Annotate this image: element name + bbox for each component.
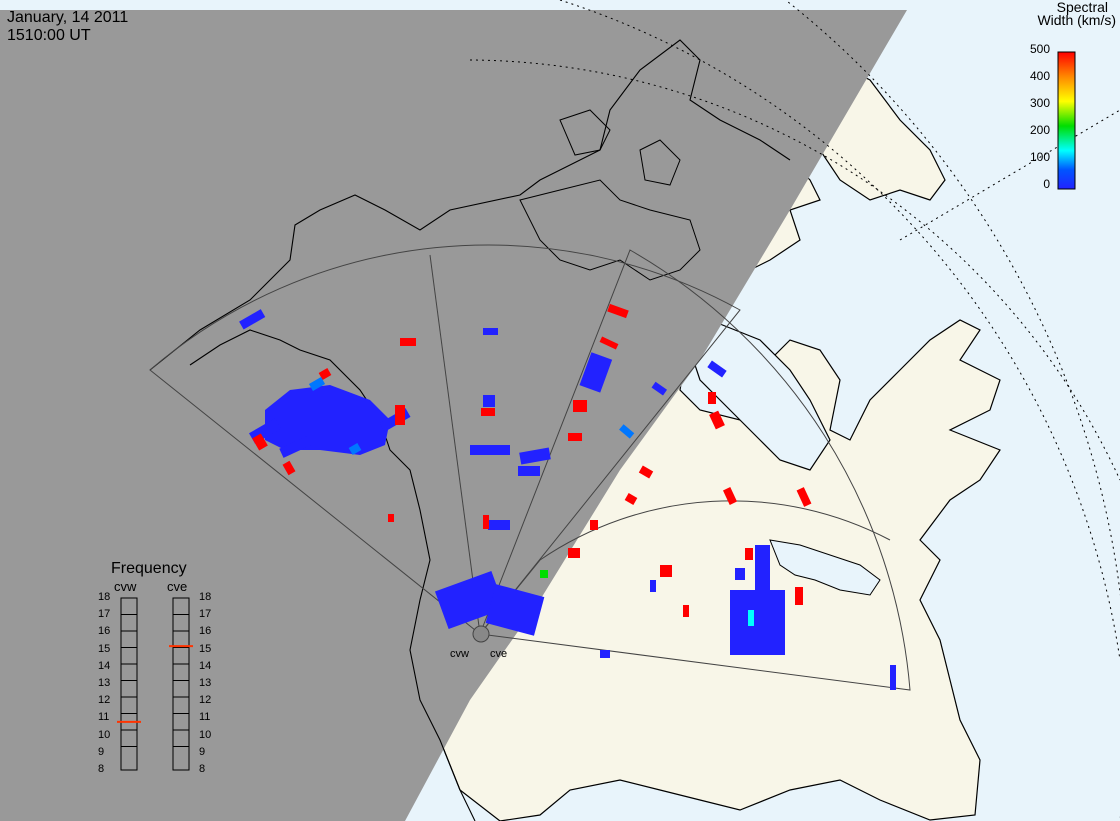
frequency-tick-left: 12 bbox=[98, 694, 111, 707]
colorbar-tick: 500 bbox=[1029, 42, 1050, 56]
scatter-data-cvw bbox=[239, 309, 545, 636]
radar-fov-outlines bbox=[149, 244, 911, 691]
great-lakes bbox=[769, 539, 881, 596]
date-label: January, 14 2011 bbox=[7, 9, 129, 26]
hudson-bay bbox=[689, 319, 831, 471]
coastline-arctic bbox=[519, 109, 701, 281]
night-shade bbox=[0, 10, 907, 821]
colorbar bbox=[1057, 51, 1076, 190]
frequency-tick-left: 10 bbox=[98, 728, 111, 741]
coastline-night bbox=[149, 39, 791, 821]
time-label: 1510:00 UT bbox=[7, 27, 91, 44]
colorbar-tick: 200 bbox=[1029, 123, 1050, 137]
frequency-tick-right: 13 bbox=[199, 677, 212, 689]
radar-label-cvw: cvw bbox=[450, 648, 469, 660]
frequency-tick-left: 14 bbox=[98, 659, 111, 672]
colorbar-tick: 400 bbox=[1029, 69, 1050, 83]
frequency-tick-left: 17 bbox=[98, 608, 111, 621]
fov-cvw bbox=[149, 244, 741, 635]
scatter-data-cve bbox=[470, 303, 896, 690]
frequency-tick-left: 8 bbox=[98, 763, 105, 775]
colorbar-tick: 100 bbox=[1029, 150, 1050, 164]
frequency-tick-left: 15 bbox=[98, 642, 111, 655]
frequency-radar-label-cve: cve bbox=[167, 579, 188, 594]
frequency-tick-right: 15 bbox=[199, 642, 212, 655]
frequency-tick-right: 14 bbox=[199, 659, 212, 672]
colorbar-title-line1: Spectral bbox=[1056, 0, 1108, 15]
frequency-tick-left: 9 bbox=[98, 745, 105, 758]
frequency-tick-right: 17 bbox=[199, 608, 212, 621]
fov-cve bbox=[479, 249, 911, 691]
frequency-tick-right: 18 bbox=[199, 591, 212, 603]
frequency-radar-label-cvw: cvw bbox=[114, 579, 137, 594]
colorbar-tick: 0 bbox=[1043, 177, 1050, 191]
frequency-tick-left: 13 bbox=[98, 677, 111, 689]
frequency-column-cvw bbox=[120, 597, 138, 771]
radar-label-cve: cve bbox=[490, 648, 508, 660]
frequency-tick-right: 16 bbox=[199, 625, 212, 638]
frequency-tick-right: 11 bbox=[199, 711, 211, 724]
colorbar-tick: 300 bbox=[1029, 96, 1050, 110]
frequency-tick-right: 8 bbox=[199, 763, 206, 775]
frequency-panel-boxes bbox=[117, 597, 193, 771]
frequency-tick-left: 18 bbox=[98, 591, 111, 603]
frequency-title: Frequency bbox=[111, 560, 187, 577]
scatter-cell-green bbox=[540, 570, 548, 578]
frequency-tick-left: 16 bbox=[98, 625, 111, 638]
frequency-column-cve bbox=[172, 597, 190, 771]
frequency-tick-right: 10 bbox=[199, 728, 212, 741]
colorbar-title-line2: Width (km/s) bbox=[1037, 12, 1116, 28]
frequency-tick-right: 9 bbox=[199, 745, 206, 758]
frequency-tick-right: 12 bbox=[199, 694, 212, 707]
colorbar-gradient bbox=[1057, 51, 1076, 190]
radar-site-marker bbox=[472, 625, 490, 643]
latitude-circles bbox=[469, 0, 1120, 820]
frequency-tick-left: 11 bbox=[98, 711, 110, 724]
